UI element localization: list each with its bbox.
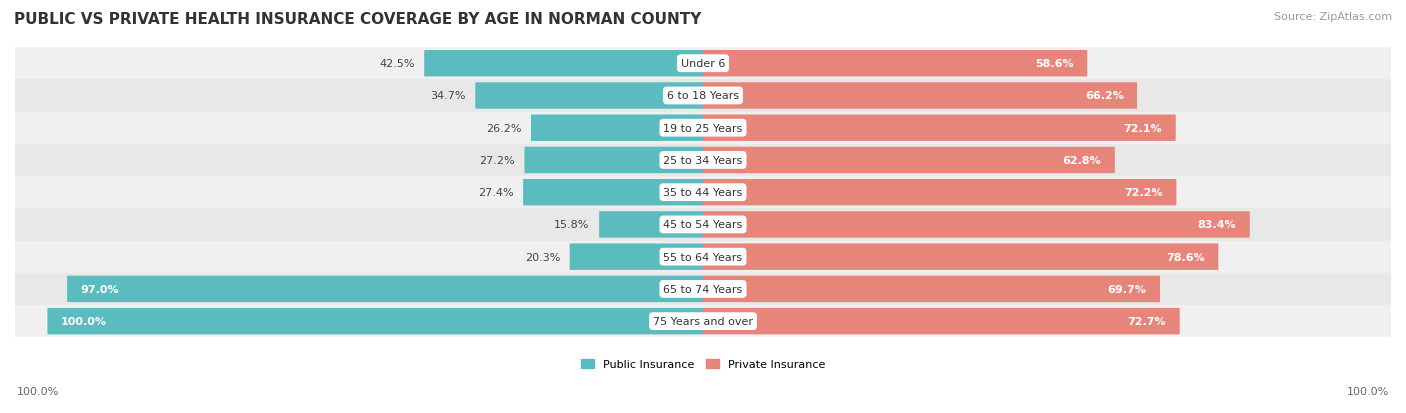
Text: 62.8%: 62.8%: [1063, 156, 1101, 166]
FancyBboxPatch shape: [703, 83, 1137, 109]
Text: 83.4%: 83.4%: [1198, 220, 1236, 230]
FancyBboxPatch shape: [703, 180, 1177, 206]
FancyBboxPatch shape: [524, 147, 703, 174]
Bar: [15, 80, 1391, 112]
Text: Under 6: Under 6: [681, 59, 725, 69]
FancyBboxPatch shape: [703, 51, 1087, 77]
FancyBboxPatch shape: [703, 308, 1180, 335]
FancyBboxPatch shape: [703, 115, 1175, 142]
FancyBboxPatch shape: [703, 276, 1160, 302]
Text: 45 to 54 Years: 45 to 54 Years: [664, 220, 742, 230]
FancyBboxPatch shape: [523, 180, 703, 206]
Text: 26.2%: 26.2%: [486, 123, 522, 133]
Bar: [15, 112, 1391, 145]
Text: 20.3%: 20.3%: [524, 252, 560, 262]
Text: 34.7%: 34.7%: [430, 91, 465, 101]
Bar: [15, 241, 1391, 273]
FancyBboxPatch shape: [703, 147, 1115, 174]
Text: 97.0%: 97.0%: [80, 284, 120, 294]
Text: 72.2%: 72.2%: [1125, 188, 1163, 198]
Text: 100.0%: 100.0%: [1347, 387, 1389, 396]
Text: 72.7%: 72.7%: [1128, 316, 1166, 326]
Text: 100.0%: 100.0%: [60, 316, 107, 326]
FancyBboxPatch shape: [67, 276, 703, 302]
FancyBboxPatch shape: [703, 212, 1250, 238]
Text: Source: ZipAtlas.com: Source: ZipAtlas.com: [1274, 12, 1392, 22]
Text: 78.6%: 78.6%: [1166, 252, 1205, 262]
Bar: [15, 305, 1391, 337]
FancyBboxPatch shape: [48, 308, 703, 335]
Text: 35 to 44 Years: 35 to 44 Years: [664, 188, 742, 198]
Bar: [15, 48, 1391, 80]
Bar: [15, 177, 1391, 209]
Bar: [15, 273, 1391, 305]
FancyBboxPatch shape: [425, 51, 703, 77]
Text: 66.2%: 66.2%: [1085, 91, 1123, 101]
Text: 15.8%: 15.8%: [554, 220, 589, 230]
Text: PUBLIC VS PRIVATE HEALTH INSURANCE COVERAGE BY AGE IN NORMAN COUNTY: PUBLIC VS PRIVATE HEALTH INSURANCE COVER…: [14, 12, 702, 27]
Text: 75 Years and over: 75 Years and over: [652, 316, 754, 326]
Bar: [15, 209, 1391, 241]
Text: 25 to 34 Years: 25 to 34 Years: [664, 156, 742, 166]
Text: 42.5%: 42.5%: [380, 59, 415, 69]
FancyBboxPatch shape: [703, 244, 1219, 270]
Text: 58.6%: 58.6%: [1035, 59, 1074, 69]
Text: 72.1%: 72.1%: [1123, 123, 1163, 133]
Text: 6 to 18 Years: 6 to 18 Years: [666, 91, 740, 101]
Text: 65 to 74 Years: 65 to 74 Years: [664, 284, 742, 294]
FancyBboxPatch shape: [569, 244, 703, 270]
FancyBboxPatch shape: [475, 83, 703, 109]
Text: 100.0%: 100.0%: [17, 387, 59, 396]
Text: 27.4%: 27.4%: [478, 188, 513, 198]
Text: 69.7%: 69.7%: [1108, 284, 1147, 294]
Text: 55 to 64 Years: 55 to 64 Years: [664, 252, 742, 262]
Bar: [15, 145, 1391, 177]
Text: 19 to 25 Years: 19 to 25 Years: [664, 123, 742, 133]
FancyBboxPatch shape: [599, 212, 703, 238]
FancyBboxPatch shape: [531, 115, 703, 142]
Legend: Public Insurance, Private Insurance: Public Insurance, Private Insurance: [581, 359, 825, 370]
Text: 27.2%: 27.2%: [479, 156, 515, 166]
